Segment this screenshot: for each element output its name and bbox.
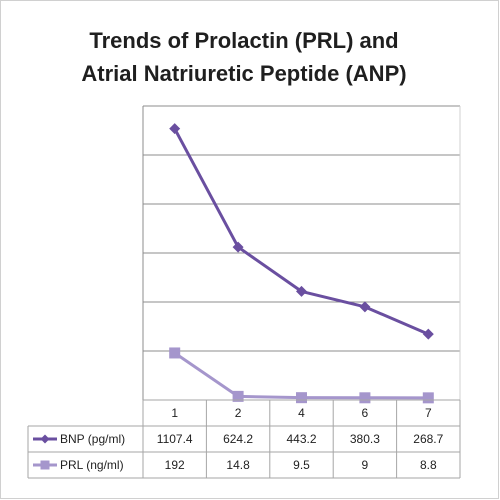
data-point-prl xyxy=(359,392,371,404)
plot-series xyxy=(169,123,434,404)
data-label-prl: 14.8 xyxy=(226,458,250,472)
data-label-prl: 8.8 xyxy=(420,458,437,472)
data-table: 1 2 4 6 7 BNP (pg/ml) 1107.4 624.2 443.2 380.3 268… xyxy=(27,399,461,479)
data-label-prl: 9 xyxy=(362,458,369,472)
data-label-prl: 192 xyxy=(165,458,185,472)
data-point-bnp xyxy=(296,285,307,297)
data-label-prl: 9.5 xyxy=(293,458,310,472)
gridlines xyxy=(142,105,461,400)
legend-label-bnp: BNP (pg/ml) xyxy=(60,432,125,446)
category-label: 7 xyxy=(425,406,432,420)
data-point-prl xyxy=(296,392,307,404)
data-label-bnp: 624.2 xyxy=(223,432,253,446)
data-point-bnp xyxy=(232,241,244,253)
data-label-bnp: 443.2 xyxy=(286,432,316,446)
data-point-bnp xyxy=(169,123,181,135)
category-label: 1 xyxy=(171,406,178,420)
data-label-bnp: 1107.4 xyxy=(157,432,193,446)
legend-key-marker-prl xyxy=(40,460,50,470)
data-point-bnp xyxy=(359,301,371,313)
category-label: 6 xyxy=(362,406,369,420)
data-point-prl xyxy=(422,392,434,404)
data-point-prl xyxy=(169,347,181,359)
category-label: 4 xyxy=(298,406,305,420)
data-label-bnp: 268.7 xyxy=(413,432,443,446)
legend-label-prl: PRL (ng/ml) xyxy=(60,458,124,472)
category-label: 2 xyxy=(235,406,242,420)
chart-title-line-2: Atrial Natriuretic Peptide (ANP) xyxy=(81,61,406,86)
legend-key-marker-bnp xyxy=(40,434,50,444)
data-point-prl xyxy=(232,390,244,402)
data-label-bnp: 380.3 xyxy=(350,432,380,446)
chart-title-line-1: Trends of Prolactin (PRL) and xyxy=(89,28,398,53)
data-point-bnp xyxy=(422,328,434,340)
